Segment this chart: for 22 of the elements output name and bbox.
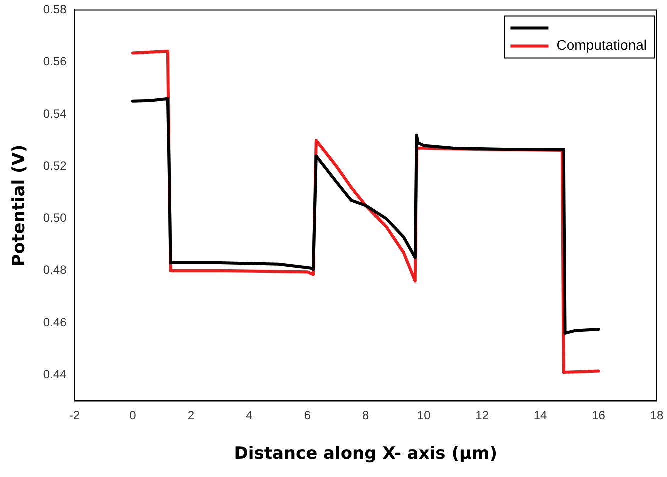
x-tick-label: 8 <box>362 408 370 423</box>
y-tick-label: 0.54 <box>43 106 68 121</box>
y-tick-label: 0.58 <box>43 2 68 17</box>
x-tick-label: 2 <box>188 408 195 423</box>
y-tick-label: 0.52 <box>43 158 68 173</box>
y-tick-label: 0.48 <box>43 263 68 278</box>
legend-label: Computational <box>556 37 648 54</box>
y-axis-title: Potential (V) <box>10 144 30 267</box>
x-axis-title: Distance along X- axis (µm) <box>234 444 498 464</box>
x-tick-label: -2 <box>69 408 80 423</box>
x-tick-label: 6 <box>304 408 312 423</box>
y-tick-label: 0.44 <box>43 367 68 382</box>
x-tick-label: 10 <box>417 408 432 423</box>
y-tick-label: 0.46 <box>43 315 68 330</box>
x-tick-label: 12 <box>476 408 490 423</box>
x-tick-label: 18 <box>650 408 664 423</box>
x-tick-label: 14 <box>534 408 548 423</box>
x-tick-label: 0 <box>130 408 137 423</box>
y-tick-label: 0.50 <box>43 211 68 226</box>
y-tick-label: 0.56 <box>43 54 68 69</box>
x-tick-label: 16 <box>592 408 606 423</box>
x-tick-label: 4 <box>246 408 254 423</box>
